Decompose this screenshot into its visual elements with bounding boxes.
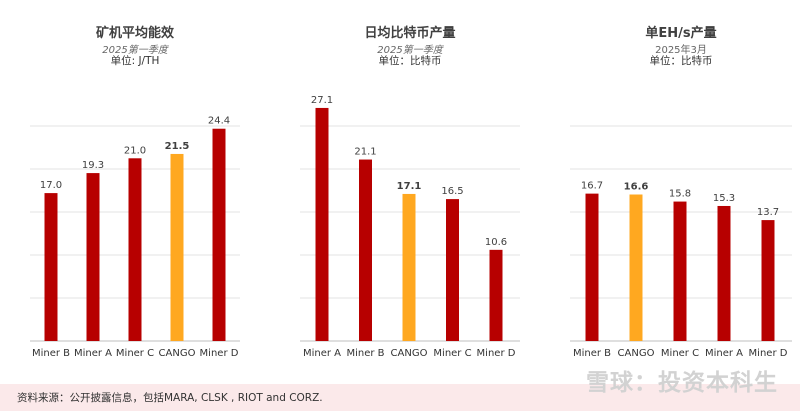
x-tick-label: Miner C xyxy=(116,348,154,359)
chart-subtitle: 2025第一季度 xyxy=(102,45,168,56)
data-label: 17.0 xyxy=(40,180,62,191)
data-label: 15.8 xyxy=(669,189,691,200)
bar-miner-a xyxy=(315,107,329,341)
x-tick-label: Miner D xyxy=(477,348,516,359)
chart-panel-daily-output: 日均比特币产量 2025第一季度 单位：比特币 27.1 Miner A 21.1 M… xyxy=(300,0,520,360)
data-label: 24.4 xyxy=(208,116,230,127)
chart-panel-efficiency: 矿机平均能效 2025第一季度 单位: J/TH 17.0 Miner B 19.3… xyxy=(30,0,240,360)
data-label: 17.1 xyxy=(397,181,422,192)
x-tick-label: Miner B xyxy=(32,348,70,359)
data-label: 15.3 xyxy=(713,193,735,204)
x-tick-label: Miner C xyxy=(661,348,699,359)
chart-title: 矿机平均能效 xyxy=(95,26,174,41)
data-label: 21.0 xyxy=(124,145,146,156)
bar-miner-c xyxy=(673,201,687,341)
x-tick-label: Miner A xyxy=(303,348,341,359)
bar-miner-b xyxy=(359,159,372,341)
data-label: 19.3 xyxy=(82,160,104,171)
bar-miner-c xyxy=(446,199,459,341)
footer-bar: 资料来源：公开披露信息，包括MARA, CLSK , RIOT and CORZ… xyxy=(0,384,800,411)
chart-unit: 单位：比特币 xyxy=(649,55,713,67)
per-eh-output-bar-chart: 16.7 Miner B 16.6 CANGO 15.8 Miner C 15.3 Miner… xyxy=(570,125,792,359)
x-tick-label: Miner D xyxy=(749,348,788,359)
chart-unit: 单位：比特币 xyxy=(378,55,442,67)
data-label: 10.6 xyxy=(485,237,507,248)
bar-miner-b xyxy=(585,193,599,341)
x-tick-label: Miner B xyxy=(346,348,384,359)
x-tick-label: CANGO xyxy=(618,348,655,359)
bar-cango xyxy=(629,194,643,341)
bar-cango xyxy=(170,153,184,341)
bar-miner-c xyxy=(128,158,142,341)
x-tick-label: Miner D xyxy=(200,348,239,359)
data-label: 16.7 xyxy=(581,181,603,192)
chart-unit: 单位: J/TH xyxy=(110,55,160,67)
bar-miner-a xyxy=(86,173,100,341)
chart-panel-per-eh-output: 单EH/s产量 2025年3月 单位：比特币 16.7 Miner B 16.6 CA… xyxy=(570,0,792,360)
x-tick-label: CANGO xyxy=(159,348,196,359)
x-tick-label: Miner C xyxy=(433,348,471,359)
chart-subtitle: 2025年3月 xyxy=(655,45,707,56)
chart-subtitle: 2025第一季度 xyxy=(377,45,443,56)
watermark: 雪球：投资本科生 xyxy=(586,370,778,396)
bar-miner-d xyxy=(489,249,503,341)
x-tick-label: Miner B xyxy=(573,348,611,359)
data-label: 16.6 xyxy=(624,182,649,193)
chart-title: 单EH/s产量 xyxy=(645,26,717,41)
bar-miner-a xyxy=(717,205,731,341)
bar-miner-d xyxy=(761,220,775,341)
efficiency-bar-chart: 17.0 Miner B 19.3 Miner A 21.0 Miner C 21.5 CAN… xyxy=(30,116,240,359)
data-label: 21.1 xyxy=(354,147,376,158)
bar-miner-d xyxy=(212,128,226,341)
x-tick-label: Miner A xyxy=(705,348,743,359)
chart-title: 日均比特币产量 xyxy=(364,26,456,41)
data-label: 21.5 xyxy=(165,141,190,152)
bar-miner-b xyxy=(44,193,58,341)
x-tick-label: CANGO xyxy=(391,348,428,359)
daily-output-bar-chart: 27.1 Miner A 21.1 Miner B 17.1 CANGO 16.5 Miner… xyxy=(300,95,520,359)
bar-cango xyxy=(402,193,416,341)
data-label: 16.5 xyxy=(441,186,463,197)
data-label: 27.1 xyxy=(311,95,333,106)
data-label: 13.7 xyxy=(757,207,779,218)
x-tick-label: Miner A xyxy=(74,348,112,359)
source-note: 资料来源：公开披露信息，包括MARA, CLSK , RIOT and CORZ… xyxy=(17,392,323,404)
